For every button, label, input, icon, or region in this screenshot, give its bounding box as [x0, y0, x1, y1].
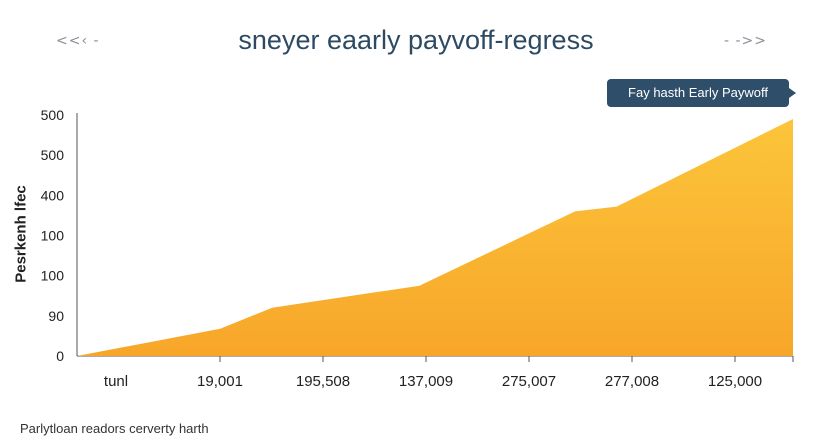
y-tick-label: 400 — [41, 187, 65, 203]
y-tick-label: 100 — [41, 268, 65, 284]
chart-title: sneyer eaarly payvoff-regress — [238, 25, 594, 55]
x-tick-label: 19,001 — [197, 373, 243, 390]
area-series — [77, 119, 793, 356]
y-tick-label: 500 — [41, 147, 65, 163]
x-tick-label: 195,508 — [296, 373, 350, 390]
y-tick-label: 0 — [56, 348, 64, 364]
footer-note: Parlytloan readors cerverty harth — [20, 421, 209, 436]
previous-arrow-icon[interactable]: <<‹ - — [56, 33, 100, 49]
y-tick-label: 90 — [48, 308, 64, 324]
x-tick-label: tunl — [104, 373, 128, 390]
callout-label: Fay hasth Early Paywoff — [607, 79, 796, 107]
x-tick-label: 275,007 — [502, 373, 556, 390]
x-tick-label: 125,000 — [708, 373, 762, 390]
x-tick-label: 137,009 — [399, 373, 453, 390]
x-tick-label: 277,008 — [605, 373, 659, 390]
next-arrow-icon[interactable]: - ->> — [724, 33, 768, 49]
y-tick-label: 500 — [41, 107, 65, 123]
y-tick-label: 100 — [41, 228, 65, 244]
